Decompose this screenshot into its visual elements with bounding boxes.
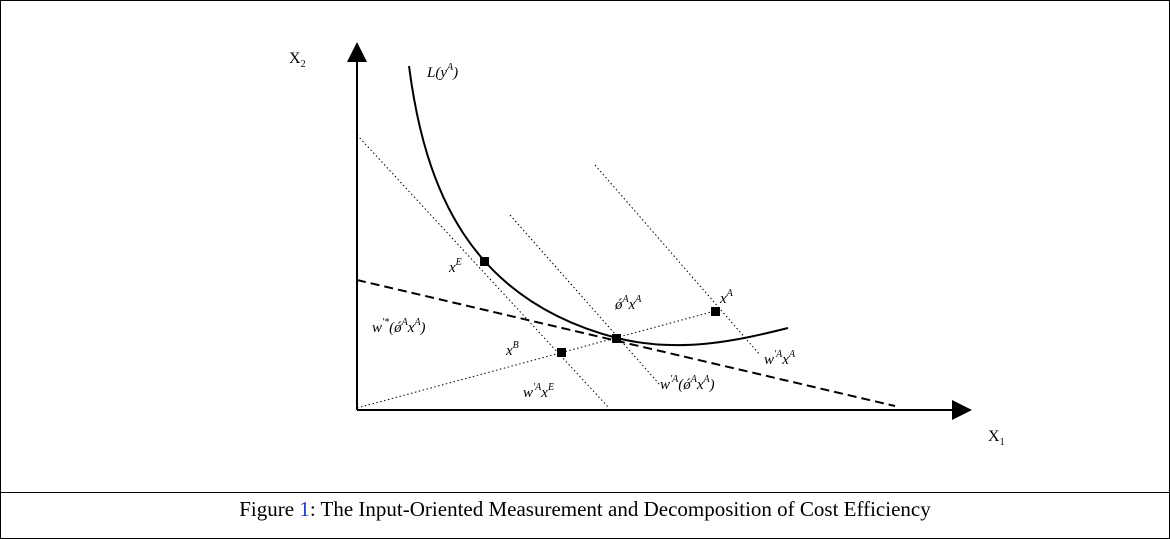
cost-efficiency-diagram: X2 X1 L(yA) xE xA xB ǿAxA wʹ*(ǿAxA) wʹAx… (289, 42, 1005, 448)
point-theta-xA (612, 334, 621, 343)
label-xA: xA (719, 288, 734, 307)
isoquant-label: L(yA) (426, 62, 458, 81)
point-xE (480, 257, 489, 266)
isocost-line-xA (594, 164, 761, 356)
isocost-line-w-star (356, 279, 896, 407)
caption-divider (0, 492, 1170, 493)
label-theta-xA: ǿAxA (614, 294, 642, 313)
caption-prefix: Figure (239, 497, 300, 521)
figure-caption: Figure 1: The Input-Oriented Measurement… (0, 496, 1170, 522)
point-xA (711, 307, 720, 316)
label-w-star: wʹ*(ǿAxA) (372, 317, 426, 336)
label-xB: xB (505, 340, 519, 359)
y-axis-label: X2 (289, 50, 306, 70)
x-axis-label: X1 (988, 428, 1005, 448)
isoquant-curve (408, 65, 789, 347)
ray-from-origin (356, 310, 716, 409)
label-w-xA: wʹAxA (764, 349, 796, 368)
caption-text: : The Input-Oriented Measurement and Dec… (309, 497, 931, 521)
label-w-xE: wʹAxE (523, 382, 554, 401)
label-xE: xE (448, 257, 462, 276)
isocost-line-xE (356, 134, 610, 409)
label-w-theta-xA: wʹA(ǿAxA) (660, 374, 715, 393)
point-xB (557, 348, 566, 357)
isocost-line-theta (509, 214, 661, 386)
figure-number-link[interactable]: 1 (299, 497, 310, 521)
